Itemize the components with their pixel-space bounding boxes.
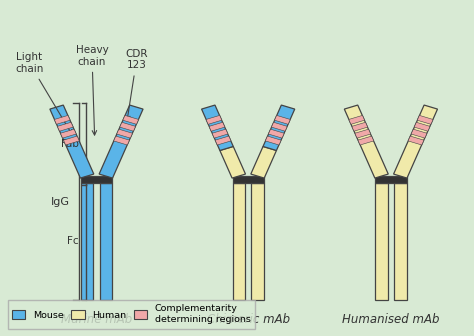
Polygon shape [64, 136, 79, 145]
Text: Fc: Fc [67, 236, 79, 246]
Text: IgG: IgG [51, 197, 70, 207]
Bar [233, 176, 264, 183]
Polygon shape [344, 105, 388, 178]
Polygon shape [411, 129, 427, 138]
Polygon shape [114, 136, 129, 145]
Text: Fab: Fab [61, 139, 79, 149]
Polygon shape [414, 122, 430, 131]
Text: CDR
123: CDR 123 [125, 49, 148, 120]
Polygon shape [60, 129, 76, 138]
Polygon shape [123, 115, 138, 124]
Bar [100, 183, 112, 300]
Bar [233, 183, 245, 300]
Polygon shape [272, 122, 287, 131]
Polygon shape [263, 105, 295, 151]
Bar [251, 183, 264, 300]
Polygon shape [352, 122, 368, 131]
Polygon shape [265, 136, 281, 145]
Polygon shape [215, 136, 231, 145]
Text: Chimeric mAb: Chimeric mAb [207, 313, 290, 326]
Bar [375, 176, 407, 183]
Bar [394, 183, 407, 300]
Polygon shape [349, 115, 365, 124]
Polygon shape [268, 129, 284, 138]
Bar [81, 176, 112, 183]
Polygon shape [274, 115, 290, 124]
Text: Heavy
chain: Heavy chain [76, 45, 109, 135]
Polygon shape [393, 105, 438, 178]
Polygon shape [117, 129, 133, 138]
Polygon shape [220, 146, 246, 178]
Bar [375, 183, 388, 300]
Bar [81, 183, 93, 300]
Polygon shape [358, 136, 374, 145]
Polygon shape [251, 146, 276, 178]
Polygon shape [57, 122, 73, 131]
Legend: Mouse, Human, Complementarity
determining regions: Mouse, Human, Complementarity determinin… [8, 300, 255, 329]
Polygon shape [206, 115, 222, 124]
Text: Humanised mAb: Humanised mAb [342, 313, 440, 326]
Text: Light
chain: Light chain [15, 52, 72, 134]
Polygon shape [50, 105, 94, 178]
Polygon shape [55, 115, 70, 124]
Polygon shape [355, 129, 371, 138]
Polygon shape [201, 105, 233, 151]
Polygon shape [209, 122, 225, 131]
Text: Murine mAb: Murine mAb [61, 313, 132, 326]
Polygon shape [417, 115, 433, 124]
Polygon shape [99, 105, 143, 178]
Polygon shape [408, 136, 424, 145]
Polygon shape [120, 122, 136, 131]
Polygon shape [212, 129, 228, 138]
